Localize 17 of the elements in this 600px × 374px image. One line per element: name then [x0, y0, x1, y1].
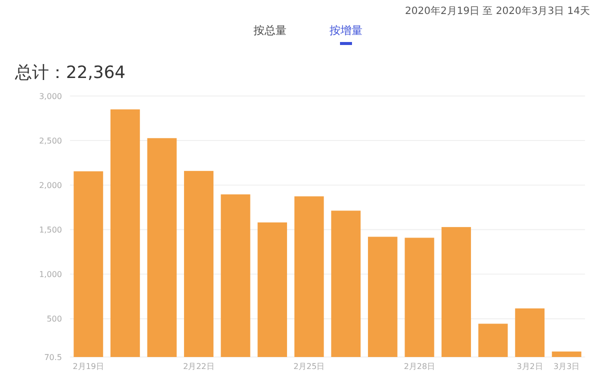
x-tick-label: 2月22日 [183, 362, 214, 371]
y-tick-label: 1,000 [39, 270, 62, 280]
x-tick-label: 3月3日 [554, 362, 580, 371]
y-tick-label: 1,500 [39, 226, 62, 235]
y-tick-label: 2,500 [39, 136, 62, 146]
text: 2020年2月19日 至 2020年3月3日 14天 [405, 5, 590, 17]
chart-title: 总计：22,364 [14, 63, 126, 83]
y-tick-label: 3,000 [39, 92, 62, 101]
text: 按总量 [254, 24, 286, 37]
y-tick-label: 500 [46, 314, 62, 324]
x-tick-label: 2月25日 [293, 362, 325, 371]
x-tick-label: 3月2日 [516, 362, 543, 371]
text: 按增量 [330, 24, 362, 37]
y-tick-label: 70.5 [44, 353, 62, 362]
x-tick-label: 2月28日 [404, 362, 436, 371]
x-tick-label: 2月19日 [72, 362, 104, 371]
y-tick-label: 2,000 [39, 181, 62, 190]
